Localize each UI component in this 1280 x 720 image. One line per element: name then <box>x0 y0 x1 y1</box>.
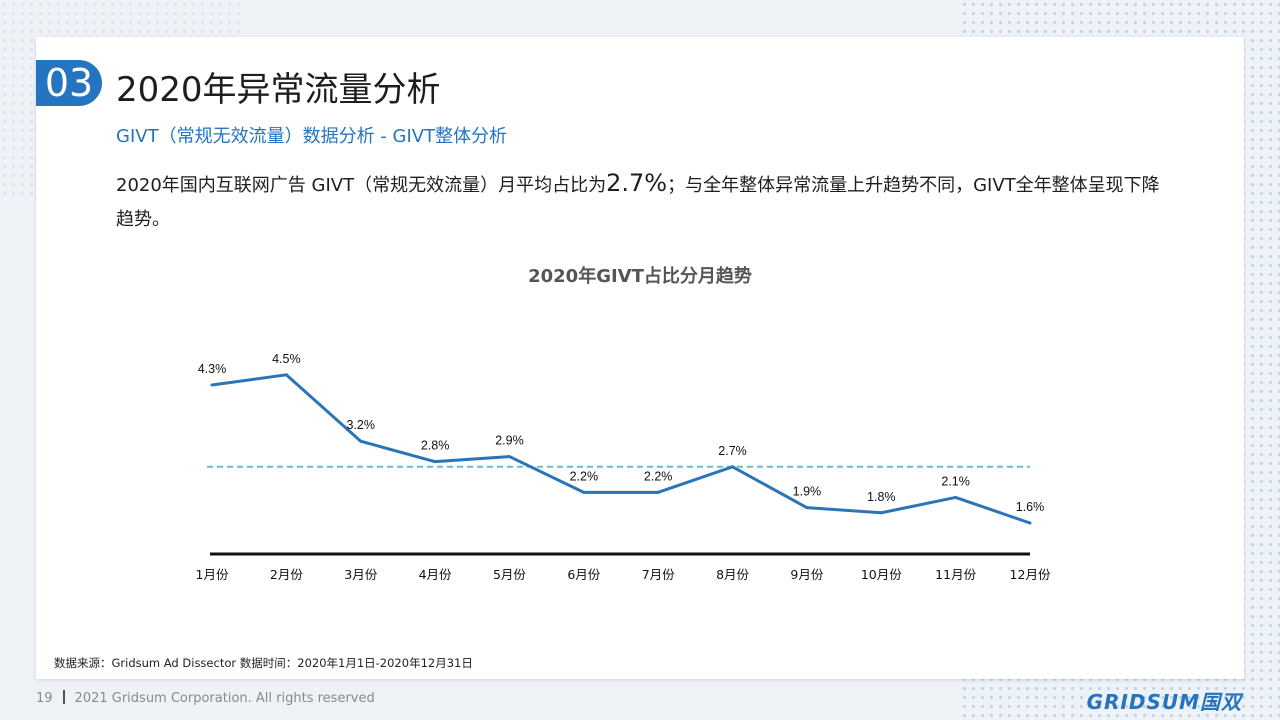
value-label-2: 4.5% <box>272 352 301 366</box>
data-source-note: 数据来源：Gridsum Ad Dissector 数据时间：2020年1月1日… <box>54 656 473 670</box>
page-title: 2020年异常流量分析 <box>116 70 441 110</box>
data-point-11 <box>954 495 958 499</box>
value-label-5: 2.9% <box>495 434 524 448</box>
chart-title: 2020年GIVT占比分月趋势 <box>528 266 752 287</box>
x-tick-label-8: 8月份 <box>716 567 749 582</box>
data-point-12 <box>1028 521 1032 525</box>
x-tick-label-9: 9月份 <box>790 567 823 582</box>
data-point-2 <box>284 373 288 377</box>
summary-text: 2020年国内互联网广告 GIVT（常规无效流量）月平均占比为2.7%；与全年整… <box>116 166 1176 237</box>
page-subtitle: GIVT（常规无效流量）数据分析 - GIVT整体分析 <box>116 126 508 147</box>
data-point-9 <box>805 506 809 510</box>
data-point-6 <box>582 490 586 494</box>
value-label-1: 4.3% <box>198 362 227 376</box>
value-label-9: 1.9% <box>793 485 822 499</box>
summary-post: ；与全年整体异常流量上升趋势不同，GIVT全年整体呈现下降趋势。 <box>116 175 1160 230</box>
value-label-4: 2.8% <box>421 439 450 453</box>
x-tick-label-11: 11月份 <box>935 567 976 582</box>
section-number-badge: 03 <box>36 60 102 106</box>
value-label-10: 1.8% <box>867 490 896 504</box>
x-tick-label-1: 1月份 <box>196 567 229 582</box>
data-point-1 <box>210 383 214 387</box>
data-point-10 <box>879 511 883 515</box>
data-point-8 <box>731 465 735 469</box>
value-label-12: 1.6% <box>1016 500 1045 514</box>
page-number: 19 <box>36 691 53 706</box>
copyright-text: 2021 Gridsum Corporation. All rights res… <box>74 691 375 706</box>
value-label-3: 3.2% <box>346 418 375 432</box>
data-point-5 <box>507 455 511 459</box>
slide-card <box>36 37 1244 679</box>
value-label-7: 2.2% <box>644 469 673 483</box>
x-tick-label-5: 5月份 <box>493 567 526 582</box>
footer: 19 2021 Gridsum Corporation. All rights r… <box>36 690 375 706</box>
summary-highlight: 2.7% <box>606 169 668 197</box>
footer-divider <box>62 690 65 704</box>
value-label-11: 2.1% <box>941 474 970 488</box>
summary-pre: 2020年国内互联网广告 GIVT（常规无效流量）月平均占比为 <box>116 175 607 196</box>
series-line <box>211 373 1031 525</box>
gridsum-logo: GRIDSUM国双 <box>1086 690 1242 714</box>
x-tick-label-12: 12月份 <box>1010 567 1051 582</box>
x-tick-label-6: 6月份 <box>567 567 600 582</box>
value-label-6: 2.2% <box>570 469 599 483</box>
data-point-7 <box>656 490 660 494</box>
value-label-8: 2.7% <box>718 444 747 458</box>
x-tick-label-10: 10月份 <box>861 567 902 582</box>
x-tick-label-4: 4月份 <box>419 567 452 582</box>
x-tick-label-7: 7月份 <box>642 567 675 582</box>
data-point-3 <box>359 439 363 443</box>
data-point-4 <box>433 460 437 464</box>
x-tick-label-3: 3月份 <box>344 567 377 582</box>
x-tick-label-2: 2月份 <box>270 567 303 582</box>
